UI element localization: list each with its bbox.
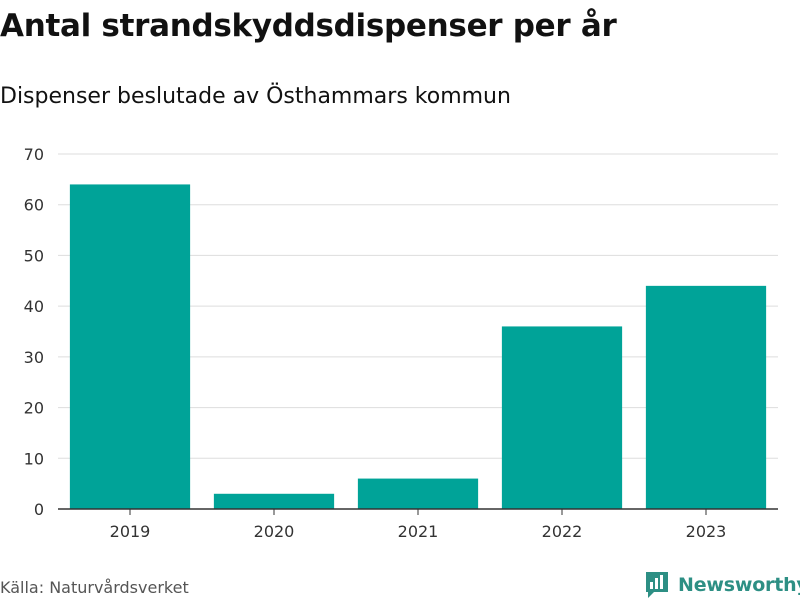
chart-subtitle: Dispenser beslutade av Östhammars kommun: [0, 84, 511, 109]
bar-2022[interactable]: [501, 326, 623, 509]
y-tick-label: 10: [24, 449, 44, 468]
newsworthy-logo-icon: [646, 572, 668, 598]
axis-layer: 0 10 20 30 40 50 60 70 2019 2020 2021 2022 2023: [24, 145, 778, 541]
y-tick-label: 30: [24, 348, 44, 367]
y-tick-label: 50: [24, 246, 44, 265]
bar-2021[interactable]: [357, 478, 479, 509]
x-tick-label: 2019: [110, 522, 151, 541]
x-tick-label: 2020: [254, 522, 295, 541]
y-tick-label: 20: [24, 399, 44, 418]
bar-2020[interactable]: [213, 493, 335, 509]
bar-chart: 0 10 20 30 40 50 60 70 2019 2020 2021 2022 2023: [24, 145, 778, 541]
x-tick-label: 2023: [686, 522, 727, 541]
bar-layer: [69, 184, 767, 509]
source-note: Källa: Naturvårdsverket: [0, 578, 189, 597]
brand-logo[interactable]: Newsworthy: [644, 570, 800, 600]
y-tick-label: 0: [34, 500, 44, 519]
chart-title: Antal strandskyddsdispenser per år: [0, 8, 617, 44]
x-tick-label: 2022: [542, 522, 583, 541]
bar-2019[interactable]: [69, 184, 191, 509]
brand-name: Newsworthy: [678, 574, 800, 596]
x-tick-label: 2021: [398, 522, 439, 541]
bar-2023[interactable]: [645, 285, 767, 509]
y-tick-label: 70: [24, 145, 44, 164]
y-tick-label: 60: [24, 196, 44, 215]
y-tick-label: 40: [24, 297, 44, 316]
